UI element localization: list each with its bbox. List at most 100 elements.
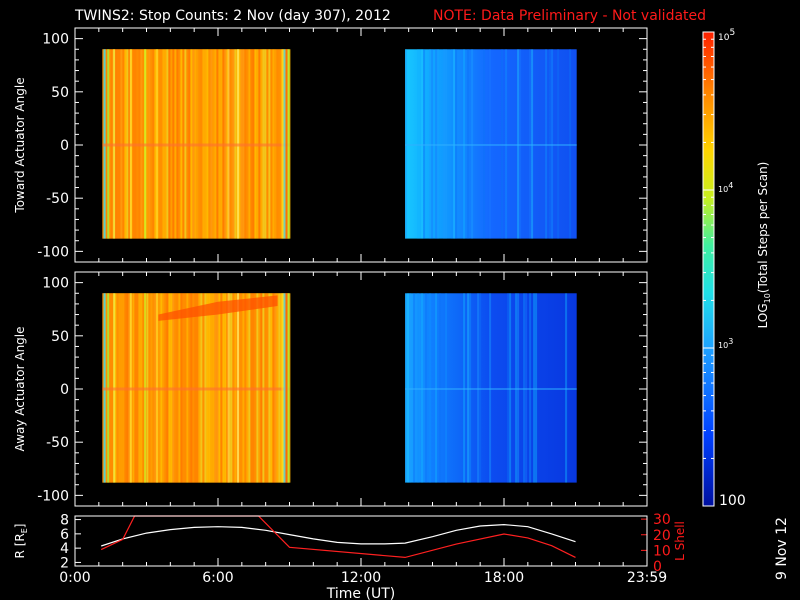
colorbar-label-1e3-base: 10 (718, 341, 728, 350)
lshell-series-line (100, 515, 576, 559)
colorbar-title-post: (Total Steps per Scan) (756, 162, 770, 294)
lshell-ylabel: L Shell (673, 521, 687, 561)
side-date: 9 Nov 12 (774, 517, 790, 580)
heatmap-stripe-low (435, 49, 438, 239)
heatmap-stripe-low (519, 49, 522, 239)
toward-panel-frame (74, 27, 648, 263)
time-xlabel: Time (UT) (326, 586, 395, 600)
heatmap-stripe-low (469, 293, 472, 483)
high-count-band (158, 295, 278, 321)
heatmap-stripe-low (425, 293, 428, 483)
y-tick-label: 100 (42, 276, 69, 292)
toward-angle-panel: 100 50 0 -50 -100 (37, 28, 648, 262)
heatmap-stripe-low (551, 49, 554, 239)
r-ylabel-main: R [R (13, 533, 27, 558)
zero-angle-row (102, 143, 290, 147)
heatmap-stripe-low (405, 49, 408, 239)
heatmap-fringe (283, 49, 286, 239)
heatmap-stripe-low (417, 293, 420, 483)
colorbar-label-1e5-exp: 5 (729, 28, 735, 38)
away-ylabel: Away Actuator Angle (13, 326, 27, 451)
chart-title: TWINS2: Stop Counts: 2 Nov (day 307), 20… (74, 8, 391, 24)
heatmap-stripe-low (409, 293, 412, 483)
y-tick-label: 0 (60, 138, 69, 154)
colorbar-gradient (703, 32, 714, 506)
heatmap-stripe-low (463, 49, 466, 239)
heatmap-stripe-low (437, 49, 440, 239)
heatmap-stripe-low (507, 293, 510, 483)
away-panel-frame (74, 271, 648, 507)
heatmap-stripe-low (529, 49, 532, 239)
heatmap-stripe-low (451, 49, 454, 239)
colorbar-label-1e4-exp: 4 (728, 181, 733, 190)
x-tick-label: 6:00 (202, 570, 233, 586)
colorbar-title: LOG10(Total Steps per Scan) (756, 162, 772, 329)
heatmap-stripe-low (509, 293, 512, 483)
heatmap-stripe-low (505, 49, 508, 239)
lshell-tick-label: 30 (653, 512, 671, 528)
x-tick-label: 12:00 (341, 570, 381, 586)
heatmap-stripe-low (439, 293, 442, 483)
heatmap-fringe (281, 293, 284, 483)
heatmap-stripe-low (479, 293, 482, 483)
zero-angle-row (405, 144, 577, 146)
r-tick-label: 2 (60, 555, 69, 571)
r-ylabel: R [RE] (13, 524, 29, 559)
heatmap-stripe-low (529, 293, 532, 483)
heatmap-stripe-low (413, 293, 416, 483)
heatmap-stripe-low (435, 293, 438, 483)
heatmap-stripe-low (453, 49, 456, 239)
y-tick-label: 100 (42, 32, 69, 48)
y-tick-label: 50 (51, 329, 69, 345)
x-tick-label: 23:59 (627, 570, 667, 586)
heatmap-stripe-low (501, 49, 504, 239)
heatmap-fringe (285, 293, 288, 483)
heatmap-block-low (405, 49, 577, 239)
heatmap-fringe (287, 293, 290, 483)
heatmap-stripe-low (533, 293, 536, 483)
heatmap-stripe-low (467, 293, 470, 483)
heatmap-stripe-low (431, 49, 434, 239)
y-tick-label: -100 (37, 244, 69, 260)
heatmap-fringe (287, 49, 290, 239)
heatmap-stripe-low (515, 293, 518, 483)
zero-angle-row (102, 387, 290, 391)
toward-ylabel: Toward Actuator Angle (13, 77, 27, 213)
heatmap-stripe-low (445, 293, 448, 483)
heatmap-stripe-low (421, 293, 424, 483)
zero-angle-row (405, 388, 577, 390)
colorbar-label-1e3-exp: 3 (728, 337, 733, 346)
heatmap-stripe-low (423, 49, 426, 239)
colorbar-label-1e5: 105 (718, 28, 735, 43)
y-tick-label: -50 (46, 191, 69, 207)
r-series-line (101, 523, 576, 547)
heatmap-stripe-low (443, 49, 446, 239)
heatmap-stripe-low (489, 293, 492, 483)
y-tick-label: 50 (51, 85, 69, 101)
x-tick-label: 18:00 (484, 570, 524, 586)
heatmap-stripe-low (565, 293, 568, 483)
r-ylabel-end: ] (13, 524, 27, 529)
colorbar-title-sub: 10 (763, 293, 772, 303)
heatmap-stripe-low (517, 293, 520, 483)
y-tick-label: -50 (46, 435, 69, 451)
colorbar-label-1e5-base: 10 (718, 33, 730, 43)
heatmap-fringe (283, 293, 286, 483)
preliminary-note: NOTE: Data Preliminary - Not validated (433, 8, 706, 24)
heatmap-stripe-low (467, 49, 470, 239)
colorbar-label-1e4-base: 10 (718, 185, 728, 194)
heatmap-stripe-low (569, 49, 572, 239)
heatmap-stripe-low (549, 49, 552, 239)
heatmap-stripe-low (531, 49, 534, 239)
heatmap-stripe-low (525, 293, 528, 483)
heatmap-block-low (405, 293, 577, 483)
heatmap-stripe-low (471, 49, 474, 239)
orbit-panel-frame (74, 515, 648, 567)
heatmap-stripe-low (429, 293, 432, 483)
r-tick-label: 6 (60, 527, 69, 543)
heatmap-fringe (281, 49, 284, 239)
lshell-tick-label: 20 (653, 528, 671, 544)
colorbar-ticks (703, 38, 714, 507)
heatmap-stripe-low (407, 293, 410, 483)
